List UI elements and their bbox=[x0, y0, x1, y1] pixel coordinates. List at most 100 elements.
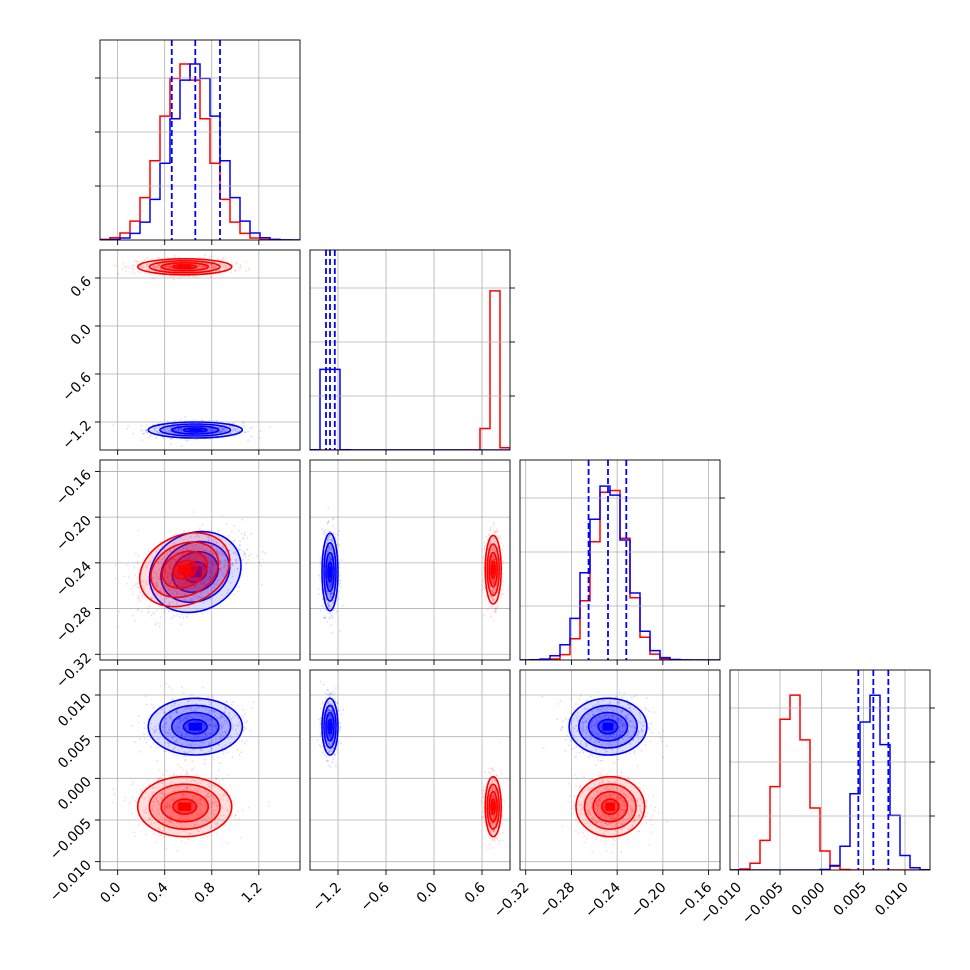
red-point bbox=[127, 576, 130, 578]
blue-point bbox=[182, 718, 185, 720]
blue-point bbox=[247, 558, 250, 561]
blue-point bbox=[327, 584, 330, 587]
red-point bbox=[207, 800, 210, 803]
blue-point bbox=[241, 740, 244, 743]
blue-point bbox=[172, 735, 175, 737]
blue-point bbox=[329, 558, 332, 561]
blue-point bbox=[327, 546, 330, 548]
red-point bbox=[125, 270, 128, 273]
blue-point bbox=[191, 588, 194, 591]
red-point bbox=[195, 577, 197, 579]
blue-point bbox=[236, 748, 239, 751]
blue-point bbox=[157, 725, 160, 728]
red-point bbox=[205, 550, 208, 553]
red-point bbox=[139, 261, 142, 263]
blue-point bbox=[213, 583, 216, 586]
blue-point bbox=[331, 540, 334, 542]
blue-point bbox=[141, 429, 144, 432]
red-point bbox=[134, 835, 137, 838]
blue-point bbox=[225, 700, 228, 703]
blue-point bbox=[326, 550, 329, 553]
red-point bbox=[208, 567, 211, 570]
red-point bbox=[113, 794, 116, 796]
blue-point bbox=[332, 615, 334, 618]
red-point bbox=[215, 563, 218, 565]
red-point bbox=[164, 806, 166, 808]
red-point bbox=[224, 581, 227, 584]
red-point bbox=[227, 267, 229, 270]
red-point bbox=[196, 555, 199, 558]
red-point bbox=[159, 828, 161, 831]
blue-point bbox=[174, 589, 177, 592]
blue-point bbox=[164, 730, 167, 733]
blue-point bbox=[172, 557, 175, 560]
blue-point bbox=[188, 555, 191, 558]
blue-point bbox=[245, 562, 248, 565]
red-point bbox=[494, 550, 497, 553]
blue-point bbox=[174, 740, 177, 743]
blue-point bbox=[221, 553, 223, 556]
red-point bbox=[136, 609, 139, 612]
blue-point bbox=[188, 713, 190, 716]
red-point bbox=[242, 538, 245, 541]
blue-point bbox=[338, 589, 340, 592]
red-point bbox=[491, 555, 494, 558]
red-point bbox=[234, 553, 236, 556]
red-point bbox=[145, 565, 148, 568]
blue-point bbox=[328, 616, 331, 618]
blue-point bbox=[176, 430, 179, 432]
red-point bbox=[171, 821, 173, 824]
red-point bbox=[195, 557, 197, 559]
red-point bbox=[173, 558, 176, 560]
blue-point bbox=[327, 582, 330, 585]
blue-point bbox=[158, 731, 161, 734]
red-point bbox=[224, 547, 226, 550]
blue-point bbox=[203, 724, 205, 726]
blue-point bbox=[186, 700, 189, 703]
blue-point bbox=[329, 548, 331, 551]
blue-point bbox=[168, 744, 171, 747]
red-point bbox=[488, 593, 491, 596]
red-point bbox=[200, 547, 203, 550]
red-point bbox=[184, 555, 186, 558]
blue-point bbox=[214, 723, 217, 726]
red-point bbox=[240, 265, 242, 268]
blue-point bbox=[341, 604, 344, 607]
red-point bbox=[186, 800, 189, 803]
red-point bbox=[185, 588, 188, 590]
red-point bbox=[164, 266, 167, 269]
red-point bbox=[187, 837, 190, 840]
blue-point bbox=[191, 760, 194, 763]
red-point bbox=[191, 803, 194, 805]
blue-point bbox=[210, 718, 213, 721]
red-point bbox=[155, 592, 158, 595]
blue-point bbox=[238, 754, 241, 757]
red-point bbox=[184, 579, 187, 582]
red-point bbox=[159, 576, 162, 579]
red-point bbox=[175, 592, 178, 595]
blue-point bbox=[207, 592, 210, 595]
red-point bbox=[494, 530, 496, 533]
blue-point bbox=[332, 517, 335, 520]
blue-point bbox=[162, 726, 164, 729]
red-point bbox=[133, 272, 136, 275]
blue-point bbox=[185, 439, 188, 442]
blue-point bbox=[165, 569, 167, 571]
red-point bbox=[174, 559, 177, 562]
red-point bbox=[267, 800, 270, 803]
blue-peak bbox=[188, 428, 202, 432]
blue-point bbox=[153, 613, 156, 615]
red-point bbox=[486, 538, 489, 541]
red-point bbox=[187, 275, 190, 278]
red-point bbox=[190, 558, 193, 560]
red-point bbox=[171, 607, 174, 609]
red-point bbox=[167, 267, 170, 269]
blue-point bbox=[180, 731, 183, 734]
blue-point bbox=[329, 597, 332, 599]
blue-point bbox=[184, 593, 187, 596]
blue-point bbox=[171, 600, 174, 603]
blue-point bbox=[244, 431, 247, 434]
red-point bbox=[224, 266, 227, 268]
red-point bbox=[188, 554, 191, 557]
blue-point bbox=[331, 631, 334, 634]
